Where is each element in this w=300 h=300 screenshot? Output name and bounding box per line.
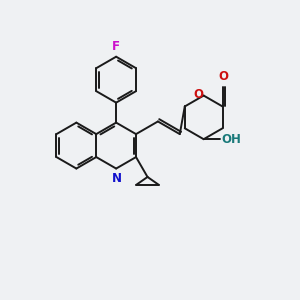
Text: O: O	[194, 88, 203, 100]
Text: O: O	[218, 70, 228, 83]
Text: OH: OH	[221, 133, 241, 146]
Text: F: F	[112, 40, 120, 52]
Text: N: N	[112, 172, 122, 185]
